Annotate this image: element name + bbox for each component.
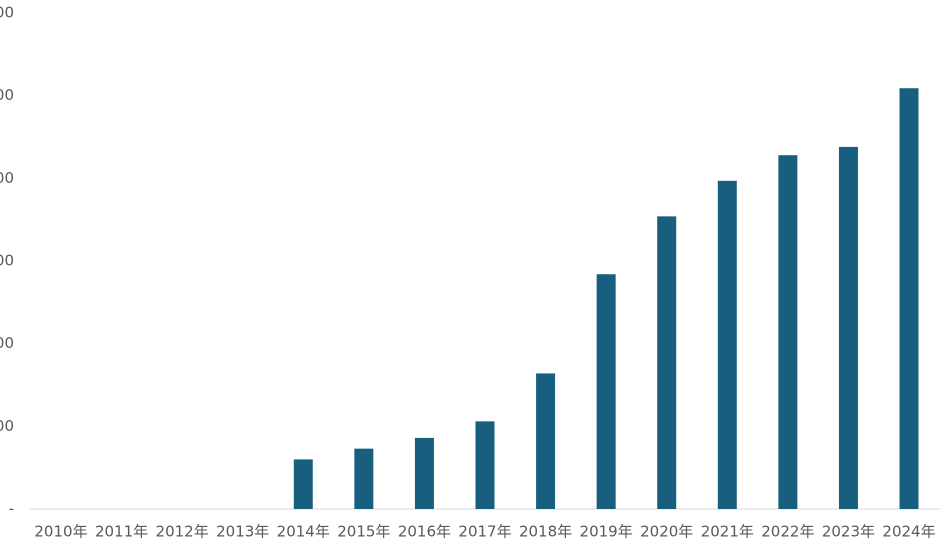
x-tick-label: 2023年 bbox=[822, 523, 875, 541]
x-tick-label: 2022年 bbox=[761, 523, 814, 541]
y-tick-label: 600 bbox=[0, 4, 14, 22]
bar bbox=[838, 146, 858, 510]
x-tick-label: 2024年 bbox=[882, 523, 935, 541]
y-tick-label: - bbox=[9, 500, 14, 518]
bar bbox=[596, 274, 616, 509]
x-tick-label: 2014年 bbox=[277, 523, 330, 541]
y-tick-label: 300 bbox=[0, 252, 14, 270]
x-tick-label: 2021年 bbox=[701, 523, 754, 541]
x-tick-label: 2013年 bbox=[216, 523, 269, 541]
x-tick-label: 2019年 bbox=[580, 523, 633, 541]
bar bbox=[354, 448, 374, 509]
x-tick-label: 2012年 bbox=[156, 523, 209, 541]
y-tick-label: 100 bbox=[0, 417, 14, 435]
x-tick-label: 2011年 bbox=[95, 523, 148, 541]
bar bbox=[414, 437, 434, 509]
y-tick-label: 200 bbox=[0, 334, 14, 352]
y-tick-label: 400 bbox=[0, 169, 14, 187]
x-tick-label: 2016年 bbox=[398, 523, 451, 541]
x-tick-label: 2015年 bbox=[337, 523, 390, 541]
x-tick-label: 2018年 bbox=[519, 523, 572, 541]
y-tick-label: 500 bbox=[0, 86, 14, 104]
bar bbox=[293, 459, 313, 509]
bar bbox=[899, 88, 919, 509]
bar bbox=[536, 373, 556, 509]
x-tick-label: 2020年 bbox=[640, 523, 693, 541]
x-tick-label: 2017年 bbox=[458, 523, 511, 541]
bar bbox=[475, 421, 495, 509]
bar bbox=[657, 216, 677, 510]
bar bbox=[717, 180, 737, 509]
x-tick-label: 2010年 bbox=[34, 523, 87, 541]
bar bbox=[778, 155, 798, 510]
